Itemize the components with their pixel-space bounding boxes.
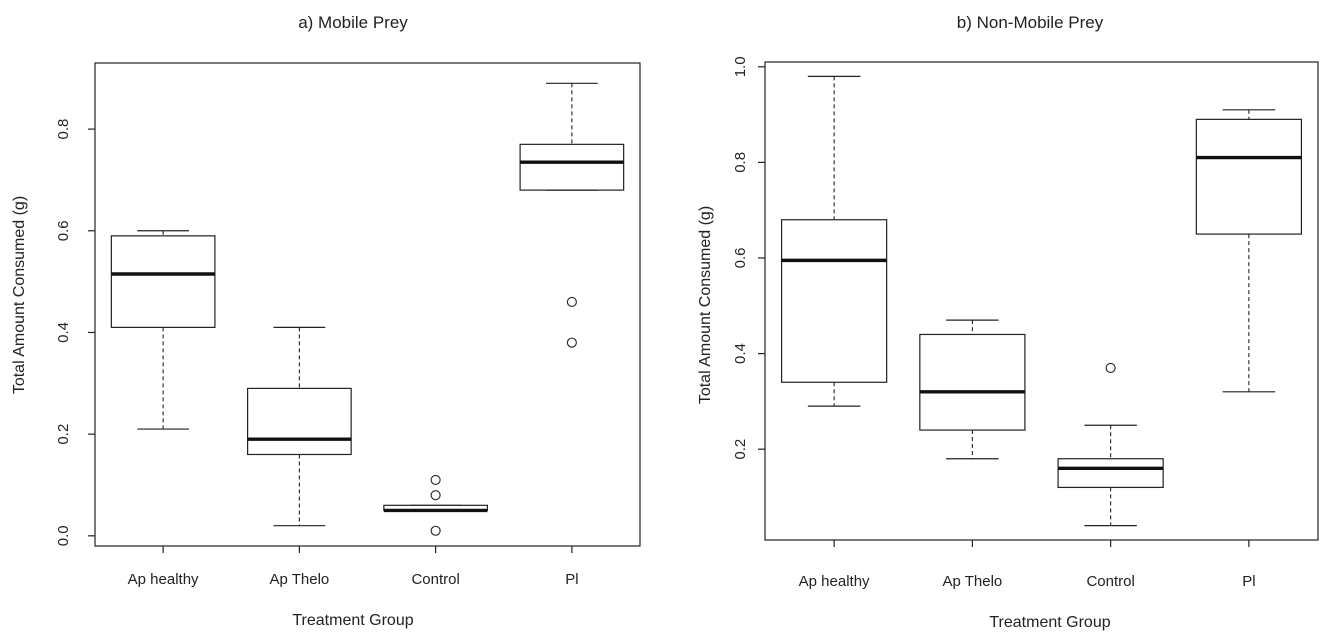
x-axis-label: Treatment Group bbox=[989, 614, 1110, 631]
panel-mobile-prey: a) Mobile Prey Treatment Group Total Amo… bbox=[11, 13, 641, 629]
outlier-point bbox=[1105, 362, 1116, 373]
outlier-point bbox=[430, 474, 441, 485]
x-axis-label: Treatment Group bbox=[292, 612, 413, 629]
iqr-box bbox=[1057, 458, 1164, 489]
outlier-point bbox=[430, 490, 441, 501]
x-tick-label: Pl bbox=[1242, 573, 1255, 590]
y-axis-label: Total Amount Consumed (g) bbox=[697, 206, 714, 404]
plot-frame bbox=[94, 62, 641, 547]
box-pl bbox=[519, 82, 625, 348]
outlier-point bbox=[566, 337, 577, 348]
chart-title: b) Non-Mobile Prey bbox=[957, 13, 1104, 32]
y-tick-label: 0.8 bbox=[55, 119, 72, 140]
y-tick-label: 0.2 bbox=[55, 424, 72, 445]
y-tick-label: 0.6 bbox=[55, 220, 72, 241]
iqr-box bbox=[1195, 118, 1303, 235]
chart-title: a) Mobile Prey bbox=[298, 13, 408, 32]
panel-non-mobile-prey: b) Non-Mobile Prey Treatment Group Total… bbox=[697, 13, 1319, 631]
x-tick-label: Pl bbox=[565, 571, 578, 588]
x-tick-label: Ap Thelo bbox=[269, 571, 329, 588]
iqr-box bbox=[780, 219, 888, 383]
box-ap-healthy bbox=[110, 230, 216, 430]
iqr-box bbox=[919, 333, 1026, 431]
box-ap-healthy bbox=[780, 75, 888, 407]
y-tick-label: 1.0 bbox=[732, 56, 749, 77]
y-tick-label: 0.6 bbox=[732, 248, 749, 269]
y-tick-label: 0.8 bbox=[732, 152, 749, 173]
x-tick-label: Ap Thelo bbox=[942, 573, 1002, 590]
y-tick-label: 0.4 bbox=[732, 343, 749, 364]
box-control bbox=[1057, 362, 1164, 527]
box-ap-thelo bbox=[247, 326, 352, 527]
x-tick-label: Control bbox=[1086, 573, 1134, 590]
box-control bbox=[383, 474, 489, 536]
iqr-box bbox=[519, 143, 625, 191]
box-pl bbox=[1195, 109, 1303, 393]
iqr-box bbox=[247, 387, 352, 456]
plot-frame bbox=[764, 61, 1319, 541]
y-tick-label: 0.4 bbox=[55, 322, 72, 343]
iqr-box bbox=[110, 235, 216, 328]
x-tick-label: Ap healthy bbox=[799, 573, 870, 590]
box-ap-thelo bbox=[919, 319, 1026, 460]
x-tick-label: Ap healthy bbox=[128, 571, 199, 588]
y-tick-label: 0.2 bbox=[732, 439, 749, 460]
outlier-point bbox=[430, 525, 441, 536]
x-tick-label: Control bbox=[411, 571, 459, 588]
y-axis-label: Total Amount Consumed (g) bbox=[11, 196, 28, 394]
outlier-point bbox=[566, 296, 577, 308]
y-tick-label: 0.0 bbox=[55, 525, 72, 546]
